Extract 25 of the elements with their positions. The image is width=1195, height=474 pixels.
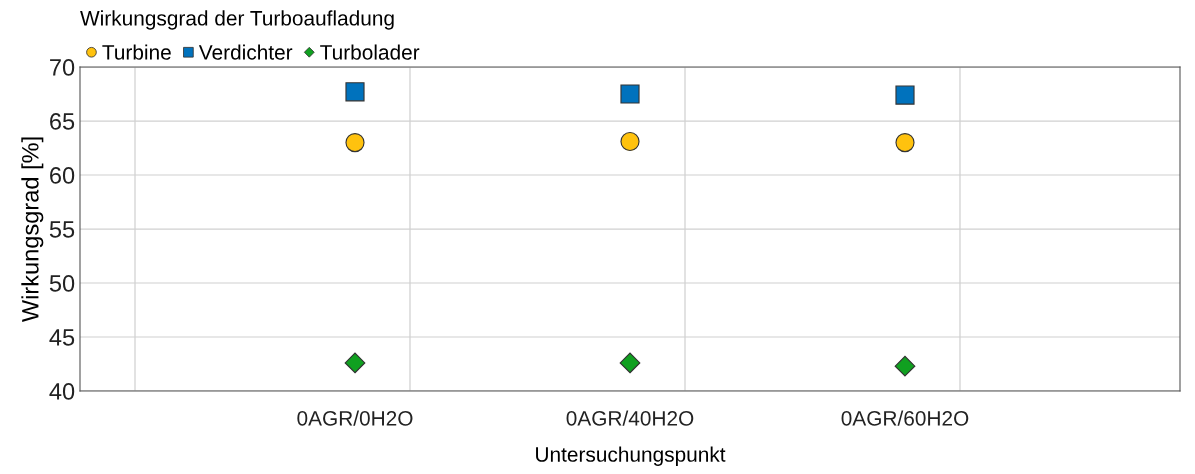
y-tick-label: 65 [50,113,75,130]
y-tick-label: 70 [50,59,75,76]
x-tick-label: 0AGR/60H2O [841,410,969,426]
y-tick-label: 40 [49,383,75,400]
point [895,133,915,153]
point [895,85,915,105]
legend-label: Verdichter [198,44,293,60]
point [620,131,640,152]
y-axis-title: Wirkungsgrad [%] [21,137,44,323]
legend-label: Turbolader [320,44,420,60]
point [345,82,365,102]
point [344,352,366,374]
point [620,84,640,104]
point [894,355,916,377]
chart-title: Wirkungsgrad der Turboaufladung [80,10,394,30]
legend-label: Turbine [102,44,171,60]
x-tick-label: 0AGR/0H2O [297,410,413,426]
y-tick-label: 55 [49,221,75,238]
point [345,133,365,153]
x-tick-label: 0AGR/40H2O [566,410,694,426]
point [619,352,641,374]
y-tick-label: 60 [50,167,75,184]
y-tick-label: 50 [49,275,75,292]
y-tick-label: 45 [49,329,75,346]
x-axis-title: Untersuchungspunkt [536,446,726,466]
